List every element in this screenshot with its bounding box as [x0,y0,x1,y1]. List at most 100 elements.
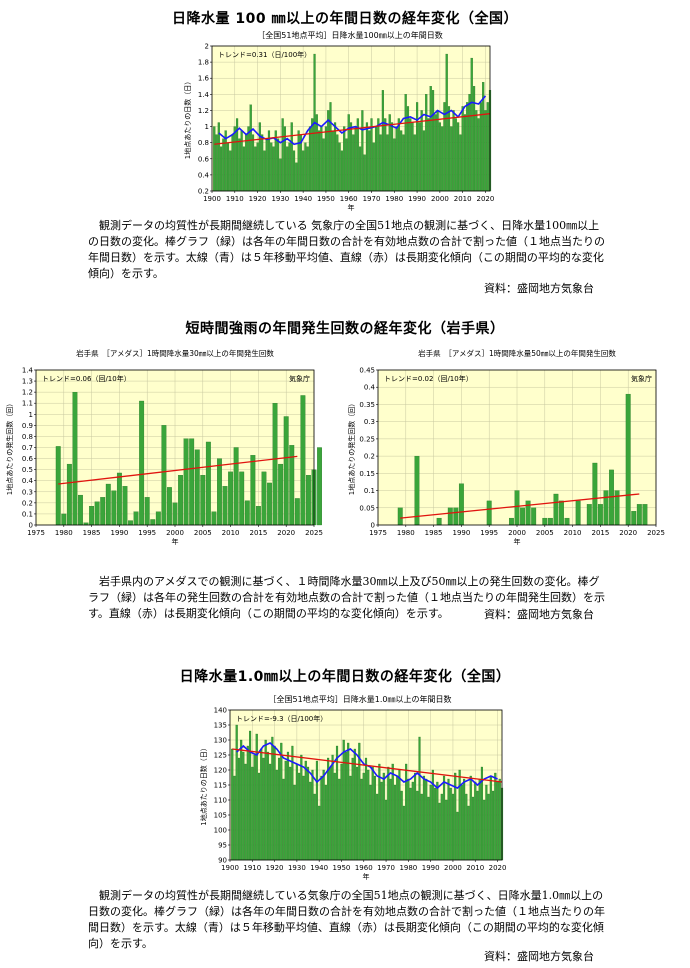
bar [237,757,240,861]
bar [356,118,359,192]
bar [244,763,247,861]
bar [269,763,272,861]
bar [406,106,410,192]
y-tick-label: 125 [214,752,227,760]
bar [318,130,321,192]
bar [409,787,412,861]
x-axis-label: 年 [172,537,179,546]
bar [470,57,473,192]
bar [235,724,238,861]
bar [260,748,263,861]
bar [122,486,128,526]
bar [397,507,403,526]
y-tick-label: 0.45 [359,367,375,375]
trend-line [400,493,640,519]
x-tick-label: 1980 [399,864,417,872]
bar [295,763,298,861]
y-tick-label: 0.25 [359,435,375,443]
bar [288,142,291,192]
y-tick-label: 1.8 [198,59,209,67]
bar [391,763,394,861]
bar [483,799,486,861]
y-tick-label: 105 [214,812,227,820]
bar [66,463,72,526]
bar [393,138,396,192]
y-tick-label: 0.6 [22,455,34,463]
bar [306,146,309,192]
bar [409,118,412,192]
chart-iwate-50mm: 岩手県 ［アメダス］1時間降水量50㎜以上の年間発生回数 0 0.05 0.1 0.15… [347,348,665,546]
bar [302,150,305,192]
bar [249,104,252,192]
bar [150,519,156,526]
bar [445,799,448,861]
bar [358,742,361,861]
bar [324,784,327,861]
bar [294,498,300,526]
bar [172,502,178,526]
description-1mm: 観測データの均質性が長期間継続している気象庁の全国51地点の観測に基づく、日降水… [88,889,605,950]
y-tick-label: 0.3 [364,418,375,426]
bar [167,487,172,526]
bar [603,490,609,526]
bar [356,766,359,861]
x-tick-label: 2000 [431,195,449,203]
bar [631,511,637,526]
bar [233,447,239,526]
x-tick-label: 1980 [385,195,403,203]
bar [373,775,376,861]
bar [452,110,455,192]
chart-100mm-days: 0.2 0.4 0.6 0.8 1 1.2 1.4 1.6 1.8 2 1900 1910 1920 19… [183,43,494,213]
x-tick-label: 1930 [288,864,306,872]
bar [100,497,106,526]
bar [224,130,227,192]
y-tick-label: 115 [214,782,227,790]
bar [293,784,296,861]
bar [492,790,495,861]
bar [486,500,492,526]
y-tick-label: 0.8 [22,433,33,441]
bar [559,500,564,526]
bar [451,793,455,861]
bar [597,504,603,526]
bar [414,455,420,526]
bar [379,134,382,192]
moving-average-line [218,95,487,146]
x-tick-label: 1990 [110,529,128,537]
bar [240,739,243,861]
x-tick-label: 2025 [647,529,665,537]
bar [139,400,145,526]
bar [178,475,183,526]
bar [333,122,337,192]
bar [468,94,471,192]
bar [377,118,380,192]
bar [420,793,423,861]
bar [422,775,426,861]
bar [463,114,467,192]
chart-title: 岩手県 ［アメダス］1時間降水量50㎜以上の年間発生回数 [418,348,616,358]
bar [477,118,480,192]
bar [144,497,150,526]
bar [396,775,399,861]
trend-label: トレンド=0.02（回/10年） [384,374,473,383]
bar [306,475,311,526]
y-tick-label: 0.9 [22,422,33,430]
bar [331,754,334,861]
x-tick-label: 1995 [138,529,156,537]
bar [297,130,300,192]
bar [278,463,284,526]
bar [442,775,446,861]
bar [429,784,432,861]
bar [362,772,365,861]
bar [514,490,520,526]
bar [276,138,280,192]
bar [240,130,243,192]
y-tick-label: 90 [218,857,227,865]
y-tick-label: 0.1 [364,487,375,495]
bar [336,134,339,192]
bar [61,513,67,526]
x-tick-label: 2010 [454,195,472,203]
bar [261,134,264,192]
bar [411,122,414,192]
bar [625,393,631,526]
